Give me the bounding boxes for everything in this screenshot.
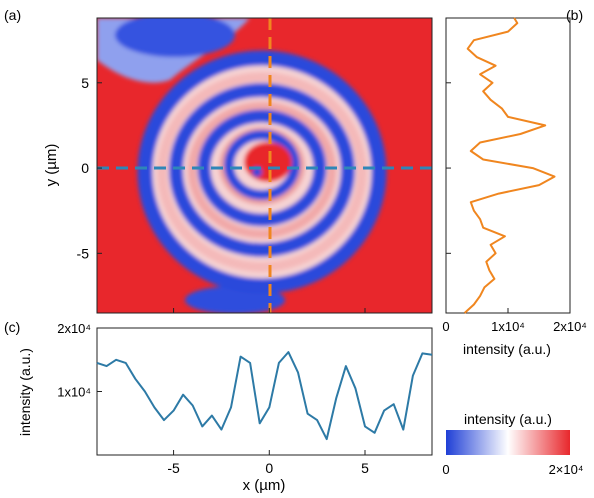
profile-b-x-axis-label: intensity (a.u.) [463,341,551,357]
heatmap-y-axis-label: y (µm) [43,144,60,187]
profile-b-x-tick-label: 0 [442,319,449,334]
profile-b-axes: 0 1x10⁴ 2x10⁴ [442,82,587,334]
panel-label-b: (b) [566,7,583,23]
heatmap-y-tick-label: 0 [81,160,89,176]
heatmap-y-tick-label: 5 [81,75,89,91]
profile-c-x-tick-label: -5 [167,460,180,476]
heatmap-ring-4 [224,130,300,200]
heatmap-core [244,142,292,182]
heatmap-ring-gap-2 [187,101,337,239]
colorbar-title: intensity (a.u.) [464,411,552,427]
heatmap-fringes [97,18,387,313]
heatmap-ring-1 [137,50,387,294]
heatmap-blue-blob-top [115,18,235,57]
profile-c-x-tick-label: 5 [361,460,369,476]
colorbar-min-label: 0 [442,462,449,477]
colorbar-gradient [446,430,570,455]
profile-c-y-tick-label: 2x10⁴ [57,321,91,336]
panel-label-a: (a) [4,7,21,23]
colorbar-max-label: 2×10⁴ [549,462,584,477]
profile-b-x-tick-label: 1x10⁴ [491,319,525,334]
profile-b-series [463,17,556,314]
heatmap-y-tick-label: -5 [77,245,90,261]
profile-c-x-axis-label: x (µm) [243,477,286,494]
heatmap-map [97,18,432,313]
heatmap-frame [96,17,433,314]
profile-b-x-tick-label: 2x10⁴ [553,319,587,334]
heatmap-ring-gap-1 [157,72,367,272]
profile-c-y-tick-label: 1x10⁴ [57,385,91,400]
profile-c-frame [96,327,433,456]
profile-b-plot [463,17,556,314]
profile-b-frame [445,17,571,314]
profile-c-axes: -5 0 5 1x10⁴ 2x10⁴ [57,321,369,476]
panel-label-c: (c) [4,319,20,335]
profile-c-plot [96,351,433,441]
profile-c-series [96,351,433,441]
profile-c-x-tick-label: 0 [265,460,273,476]
heatmap-ring-2 [169,83,355,257]
profile-c-y-axis-label: intensity (a.u.) [17,348,33,436]
heatmap-axes: -5 0 5 [77,75,366,313]
